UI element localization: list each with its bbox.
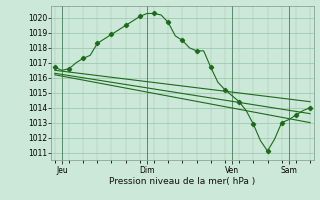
X-axis label: Pression niveau de la mer( hPa ): Pression niveau de la mer( hPa ) <box>109 177 256 186</box>
